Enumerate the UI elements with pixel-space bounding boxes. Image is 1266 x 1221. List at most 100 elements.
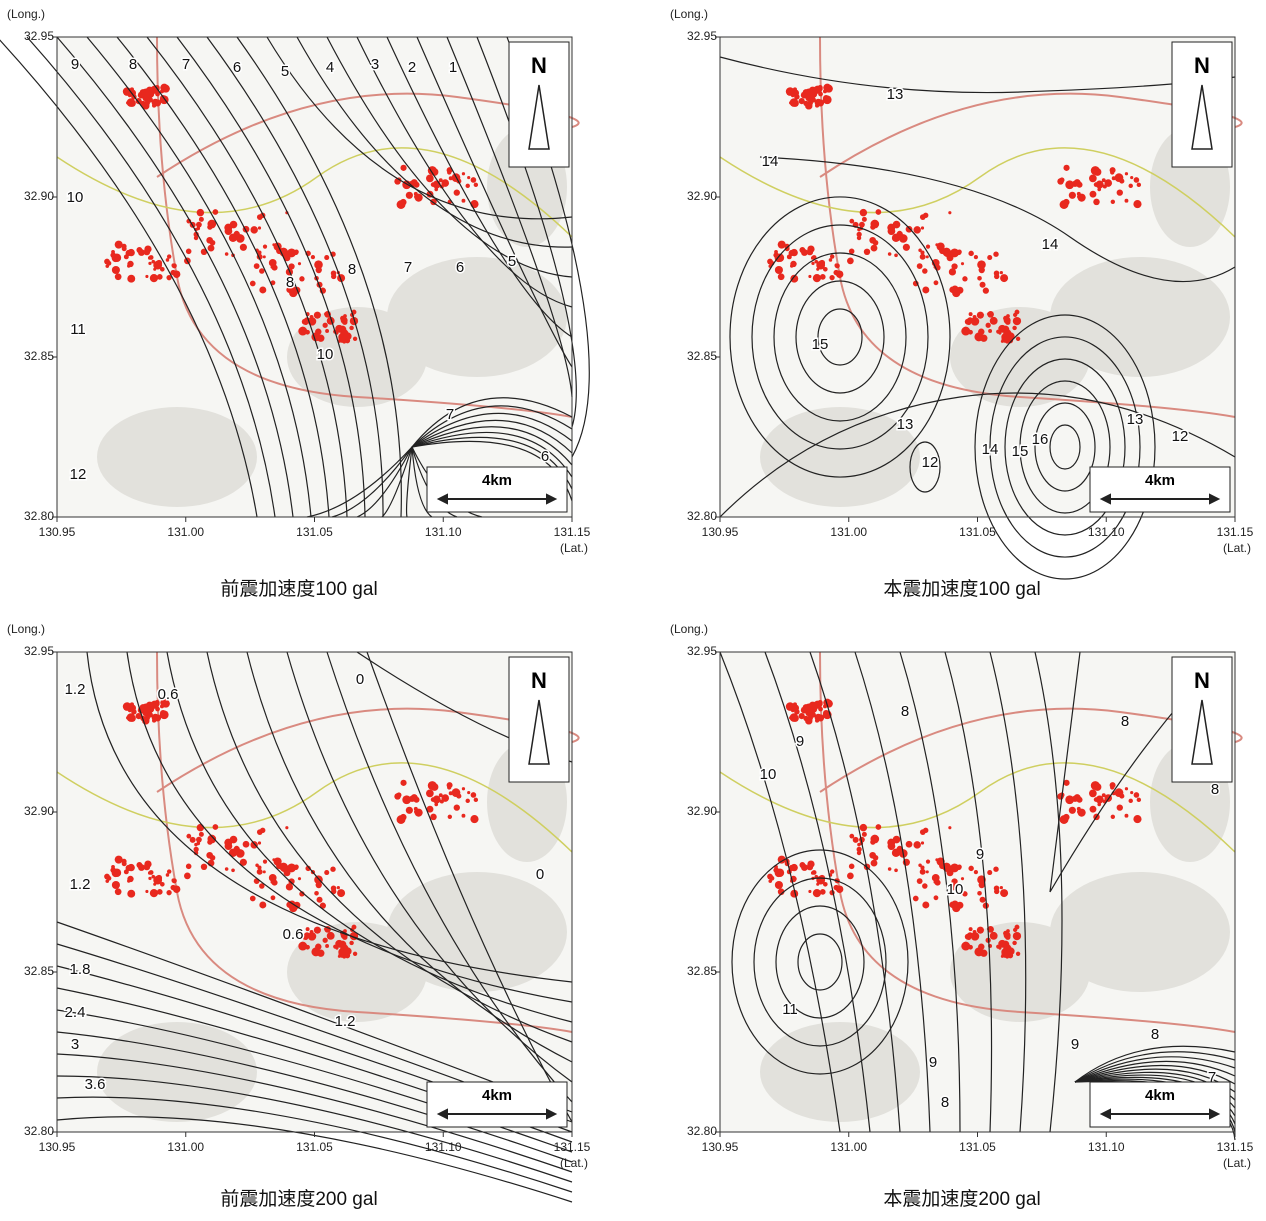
x-axis-label: (Lat.) <box>1223 1156 1251 1170</box>
damage-spot <box>1074 179 1081 186</box>
damage-spot <box>406 192 413 199</box>
damage-spot <box>199 217 204 222</box>
damage-spot <box>994 889 999 894</box>
damage-spot <box>980 282 986 288</box>
damage-spot <box>994 274 999 279</box>
damage-spot <box>888 252 892 256</box>
damage-spot <box>830 869 834 873</box>
damage-spot <box>888 867 892 871</box>
damage-spot <box>112 266 120 274</box>
damage-spot <box>164 89 168 93</box>
damage-spot <box>462 814 466 818</box>
damage-spot <box>441 794 449 802</box>
damage-spot <box>127 879 130 882</box>
damage-spot <box>213 209 219 215</box>
damage-spot <box>935 858 938 861</box>
damage-spot <box>250 226 257 233</box>
damage-spot <box>1069 192 1076 199</box>
damage-spot <box>122 246 127 251</box>
y-tick-label: 32.90 <box>24 189 54 203</box>
damage-spot <box>331 274 336 279</box>
damage-spot <box>1001 340 1004 343</box>
y-tick-label: 32.90 <box>687 189 717 203</box>
damage-spot <box>853 837 859 843</box>
y-tick-label: 32.80 <box>687 1124 717 1138</box>
damage-spot <box>467 791 470 794</box>
contour-label: 1.2 <box>335 1013 356 1030</box>
damage-spot <box>225 252 229 256</box>
damage-spot <box>454 804 460 810</box>
damage-spot <box>240 244 247 251</box>
contour-label: 1.2 <box>65 681 86 698</box>
damage-spot <box>197 824 204 831</box>
damage-spot <box>258 226 261 229</box>
damage-spot <box>983 288 989 294</box>
damage-spot <box>431 797 436 802</box>
damage-spot <box>933 880 936 883</box>
damage-spot <box>949 268 956 275</box>
damage-spot <box>906 226 913 233</box>
damage-spot <box>794 709 799 714</box>
damage-spot <box>1125 172 1128 175</box>
scale-label: 4km <box>1145 1087 1175 1104</box>
damage-spot <box>225 867 229 871</box>
damage-spot <box>897 231 903 237</box>
contour-label: 9 <box>71 56 79 73</box>
damage-spot <box>406 807 413 814</box>
damage-spot <box>263 255 266 258</box>
damage-spot <box>448 815 452 819</box>
terrain <box>760 1022 920 1122</box>
damage-spot <box>1115 173 1124 182</box>
damage-spot <box>160 710 169 719</box>
damage-spot <box>1094 182 1099 187</box>
damage-spot <box>234 846 240 852</box>
damage-spot <box>967 317 973 323</box>
damage-spot <box>151 260 155 264</box>
damage-spot <box>836 270 844 278</box>
damage-spot <box>258 841 261 844</box>
damage-spot <box>1063 165 1069 171</box>
x-tick-label: 131.00 <box>167 1140 204 1154</box>
damage-spot <box>1130 791 1133 794</box>
x-tick-label: 130.95 <box>702 1140 739 1154</box>
damage-spot <box>813 889 821 897</box>
contour-label: 1.2 <box>70 876 91 893</box>
damage-spot <box>808 275 811 278</box>
damage-spot <box>847 873 854 880</box>
damage-spot <box>250 896 256 902</box>
damage-spot <box>921 226 924 229</box>
damage-spot <box>317 335 324 342</box>
contour-label: 5 <box>508 253 516 270</box>
map-panel: 1.20.6001.20.61.82.431.23.6N4km130.95131… <box>7 622 591 1202</box>
damage-spot <box>325 944 329 948</box>
damage-spot <box>415 194 423 202</box>
damage-spot <box>325 329 329 333</box>
contour-label: 5 <box>281 63 289 80</box>
damage-spot <box>411 794 418 801</box>
damage-spot <box>858 235 861 238</box>
damage-spot <box>876 824 882 830</box>
y-axis-label: (Long.) <box>7 7 45 21</box>
damage-spot <box>926 860 930 864</box>
damage-spot <box>962 276 967 281</box>
damage-spot <box>431 783 439 791</box>
damage-spot <box>167 254 171 258</box>
damage-spot <box>349 941 353 945</box>
damage-spot <box>426 790 434 798</box>
damage-spot <box>858 850 861 853</box>
damage-spot <box>136 247 142 253</box>
damage-spot <box>126 865 132 871</box>
damage-spot <box>184 873 191 880</box>
contour-label: 9 <box>929 1054 937 1071</box>
damage-spot <box>1074 794 1081 801</box>
damage-spot <box>206 852 213 859</box>
damage-spot <box>314 312 321 319</box>
contour-label: 0 <box>356 671 364 688</box>
damage-spot <box>324 870 329 875</box>
x-tick-label: 131.10 <box>1088 525 1125 539</box>
damage-spot <box>922 286 929 293</box>
damage-spot <box>298 877 301 880</box>
damage-spot <box>441 179 449 187</box>
damage-spot <box>921 841 924 844</box>
